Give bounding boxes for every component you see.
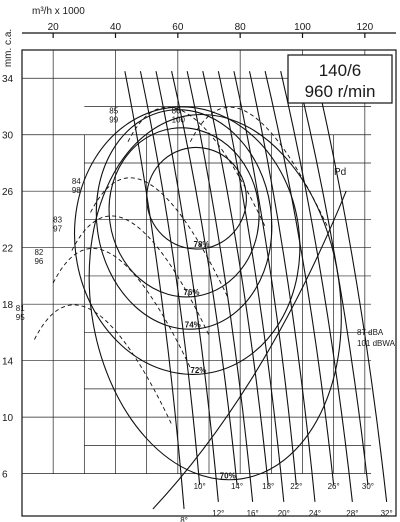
noise-note-dba: 87 dBA — [357, 328, 384, 337]
blade-angle-line — [280, 71, 353, 502]
x-tick-label: 20 — [48, 22, 60, 33]
pd-label: Pd — [334, 167, 346, 178]
blade-angle-line — [186, 71, 254, 502]
plot-frame — [21, 49, 397, 517]
blade-angle-line — [233, 71, 297, 485]
x-axis-label: m³/h x 1000 — [32, 6, 85, 17]
efficiency-label: 78% — [194, 240, 210, 249]
blade-angle-label: 10° — [194, 482, 206, 491]
x-tick-label: 100 — [294, 22, 311, 33]
blade-angle-label: 32° — [381, 509, 393, 518]
y-tick-label: 10 — [2, 413, 14, 424]
efficiency-curve — [88, 113, 342, 481]
labels: 20 40 60 80 100 120 6 10 14 18 22 26 30 34 8° 10° 12° 14°… — [2, 22, 393, 522]
efficiency-curve — [73, 106, 301, 375]
blade-angle-label: 28° — [346, 509, 358, 518]
y-tick-label: 26 — [2, 187, 14, 198]
blade-angle-label: 14° — [231, 482, 243, 491]
title-box — [287, 54, 393, 104]
y-tick-label: 22 — [2, 244, 14, 255]
y-tick-label: 30 — [2, 131, 14, 142]
noise-label-dbw: 99 — [109, 116, 118, 125]
blade-angle-label: 30° — [362, 482, 374, 491]
noise-note-dbwa: 101 dBWA — [357, 339, 396, 348]
efficiency-label: 70% — [220, 472, 236, 481]
x-tick-label: 60 — [172, 22, 184, 33]
blade-angle-line — [264, 71, 335, 485]
y-tick-label: 14 — [2, 357, 14, 368]
noise-label: 81 — [16, 304, 25, 313]
noise-label-dbw: 96 — [34, 257, 43, 266]
noise-label: 86 — [172, 107, 181, 116]
noise-label: 83 — [53, 215, 62, 224]
y-tick-label: 18 — [2, 300, 14, 311]
chart-title: 140/6 — [319, 61, 362, 80]
blade-angle-line — [171, 71, 238, 485]
noise-label: 82 — [34, 248, 43, 257]
efficiency-curve — [108, 127, 260, 298]
blade-angle-label: 18° — [262, 482, 274, 491]
blade-angle-label: 26° — [328, 482, 340, 491]
blade-angle-line — [248, 71, 316, 502]
efficiency-label: 74% — [185, 321, 201, 330]
blade-angle-label: 20° — [278, 509, 290, 518]
blade-angle-label: 12° — [212, 509, 224, 518]
noise-label-dbw: 98 — [72, 186, 81, 195]
blade-angle-label: 8° — [180, 516, 188, 522]
pd-curve — [152, 191, 347, 510]
chart-subtitle: 960 r/min — [305, 82, 376, 101]
y-tick-label: 6 — [2, 470, 8, 481]
blade-angle-label: 24° — [309, 509, 321, 518]
noise-label: 85 — [109, 107, 118, 116]
blade-angle-label: 22° — [290, 482, 302, 491]
noise-curve — [52, 247, 191, 368]
blade-angle-line — [155, 71, 219, 502]
noise-label-dbw: 97 — [53, 224, 62, 233]
efficiency-label: 76% — [184, 288, 200, 297]
noise-curve — [34, 304, 173, 425]
blade-angle-line — [217, 71, 285, 502]
curves — [34, 71, 388, 510]
grid — [21, 32, 397, 517]
efficiency-curve — [146, 146, 247, 250]
noise-curve — [189, 106, 328, 227]
y-tick-label: 34 — [2, 74, 14, 85]
noise-curve — [127, 106, 266, 227]
blade-angle-line — [314, 71, 388, 502]
noise-label-dbw: 95 — [16, 313, 25, 322]
blade-angle-label: 16° — [247, 509, 259, 518]
y-axis-label: mm. c.a. — [3, 29, 14, 67]
blade-angle-line — [139, 71, 201, 485]
x-tick-label: 120 — [356, 22, 373, 33]
noise-curve — [71, 215, 210, 336]
noise-label-dbw: 100 — [172, 116, 186, 125]
blade-angle-line — [202, 71, 269, 485]
x-tick-label: 80 — [235, 22, 247, 33]
efficiency-label: 72% — [190, 366, 206, 375]
noise-label: 84 — [72, 177, 81, 186]
noise-curve — [90, 177, 229, 298]
x-tick-label: 40 — [110, 22, 122, 33]
blade-angle-line — [124, 71, 185, 509]
efficiency-curve — [95, 109, 273, 330]
